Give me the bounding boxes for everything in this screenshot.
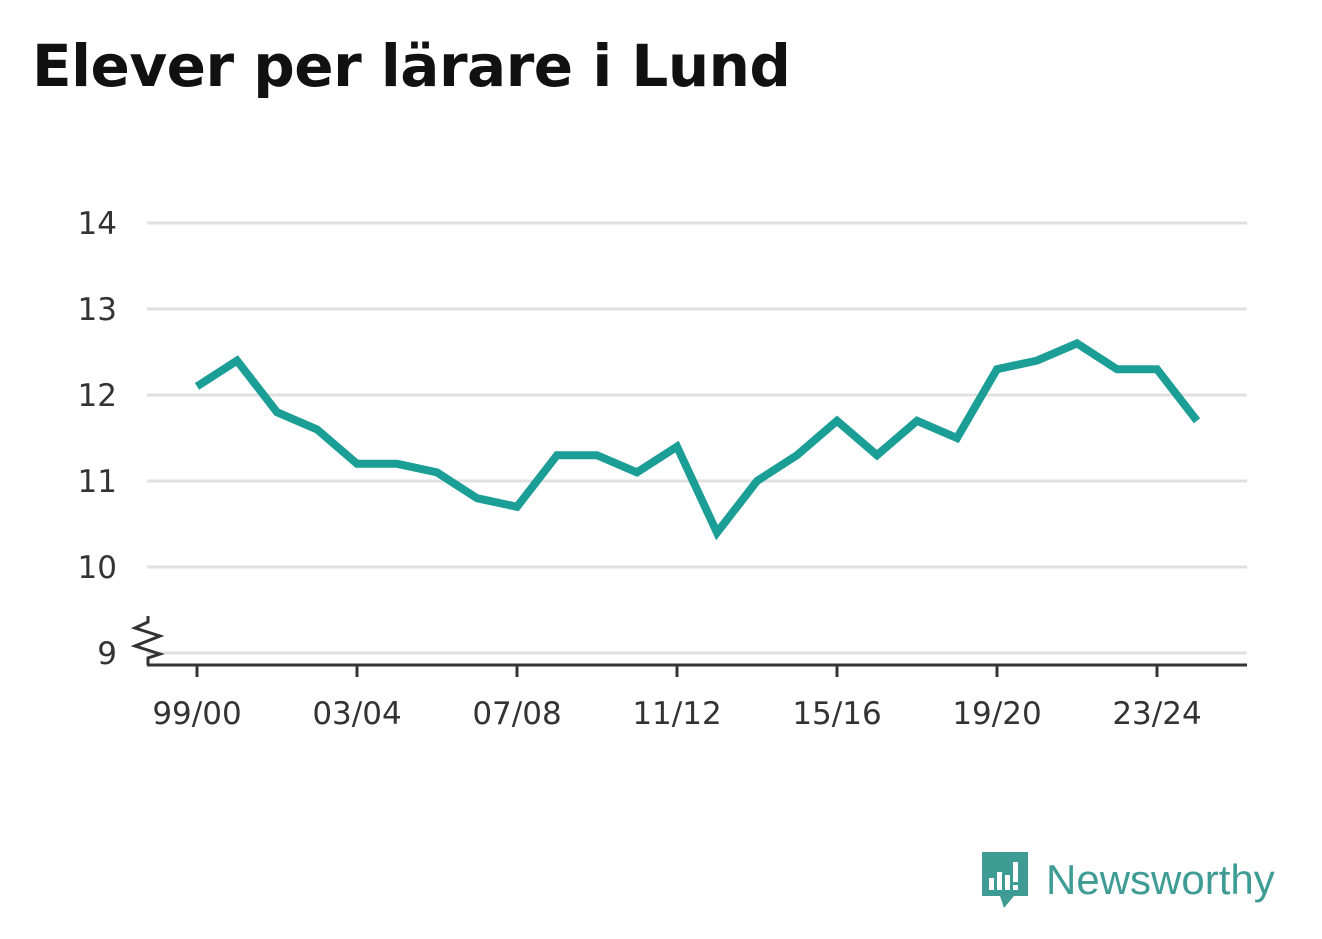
y-tick-label: 11 [78, 464, 117, 500]
x-tick-label: 15/16 [792, 696, 881, 732]
series-layer [194, 338, 1201, 541]
x-tick-label: 07/08 [472, 696, 561, 732]
x-tick-label: 03/04 [312, 696, 401, 732]
chart-title: Elever per lärare i Lund [32, 32, 791, 100]
y-tick-label: 10 [78, 550, 117, 586]
newsworthy-logo-icon [982, 852, 1028, 908]
x-tick-label: 99/00 [152, 696, 241, 732]
y-axis-break-icon [130, 616, 165, 665]
brand-name: Newsworthy [1046, 856, 1275, 903]
x-axis-tick-labels: 99/00 03/04 07/08 11/12 15/16 19/20 23/24 [152, 696, 1201, 732]
x-tick-label: 19/20 [952, 696, 1041, 732]
x-tick-label: 11/12 [632, 696, 721, 732]
y-tick-label: 14 [78, 206, 117, 242]
brand-logo: Newsworthy [980, 850, 1275, 910]
y-tick-label: 13 [78, 292, 117, 328]
grid-lines [147, 221, 1247, 655]
series-line-0 [194, 338, 1201, 541]
y-tick-label: 12 [78, 378, 117, 414]
x-axis [130, 616, 1247, 677]
y-axis-tick-labels: 9 10 11 12 13 14 [78, 206, 117, 672]
y-tick-label: 9 [97, 636, 117, 672]
x-tick-label: 23/24 [1112, 696, 1201, 732]
